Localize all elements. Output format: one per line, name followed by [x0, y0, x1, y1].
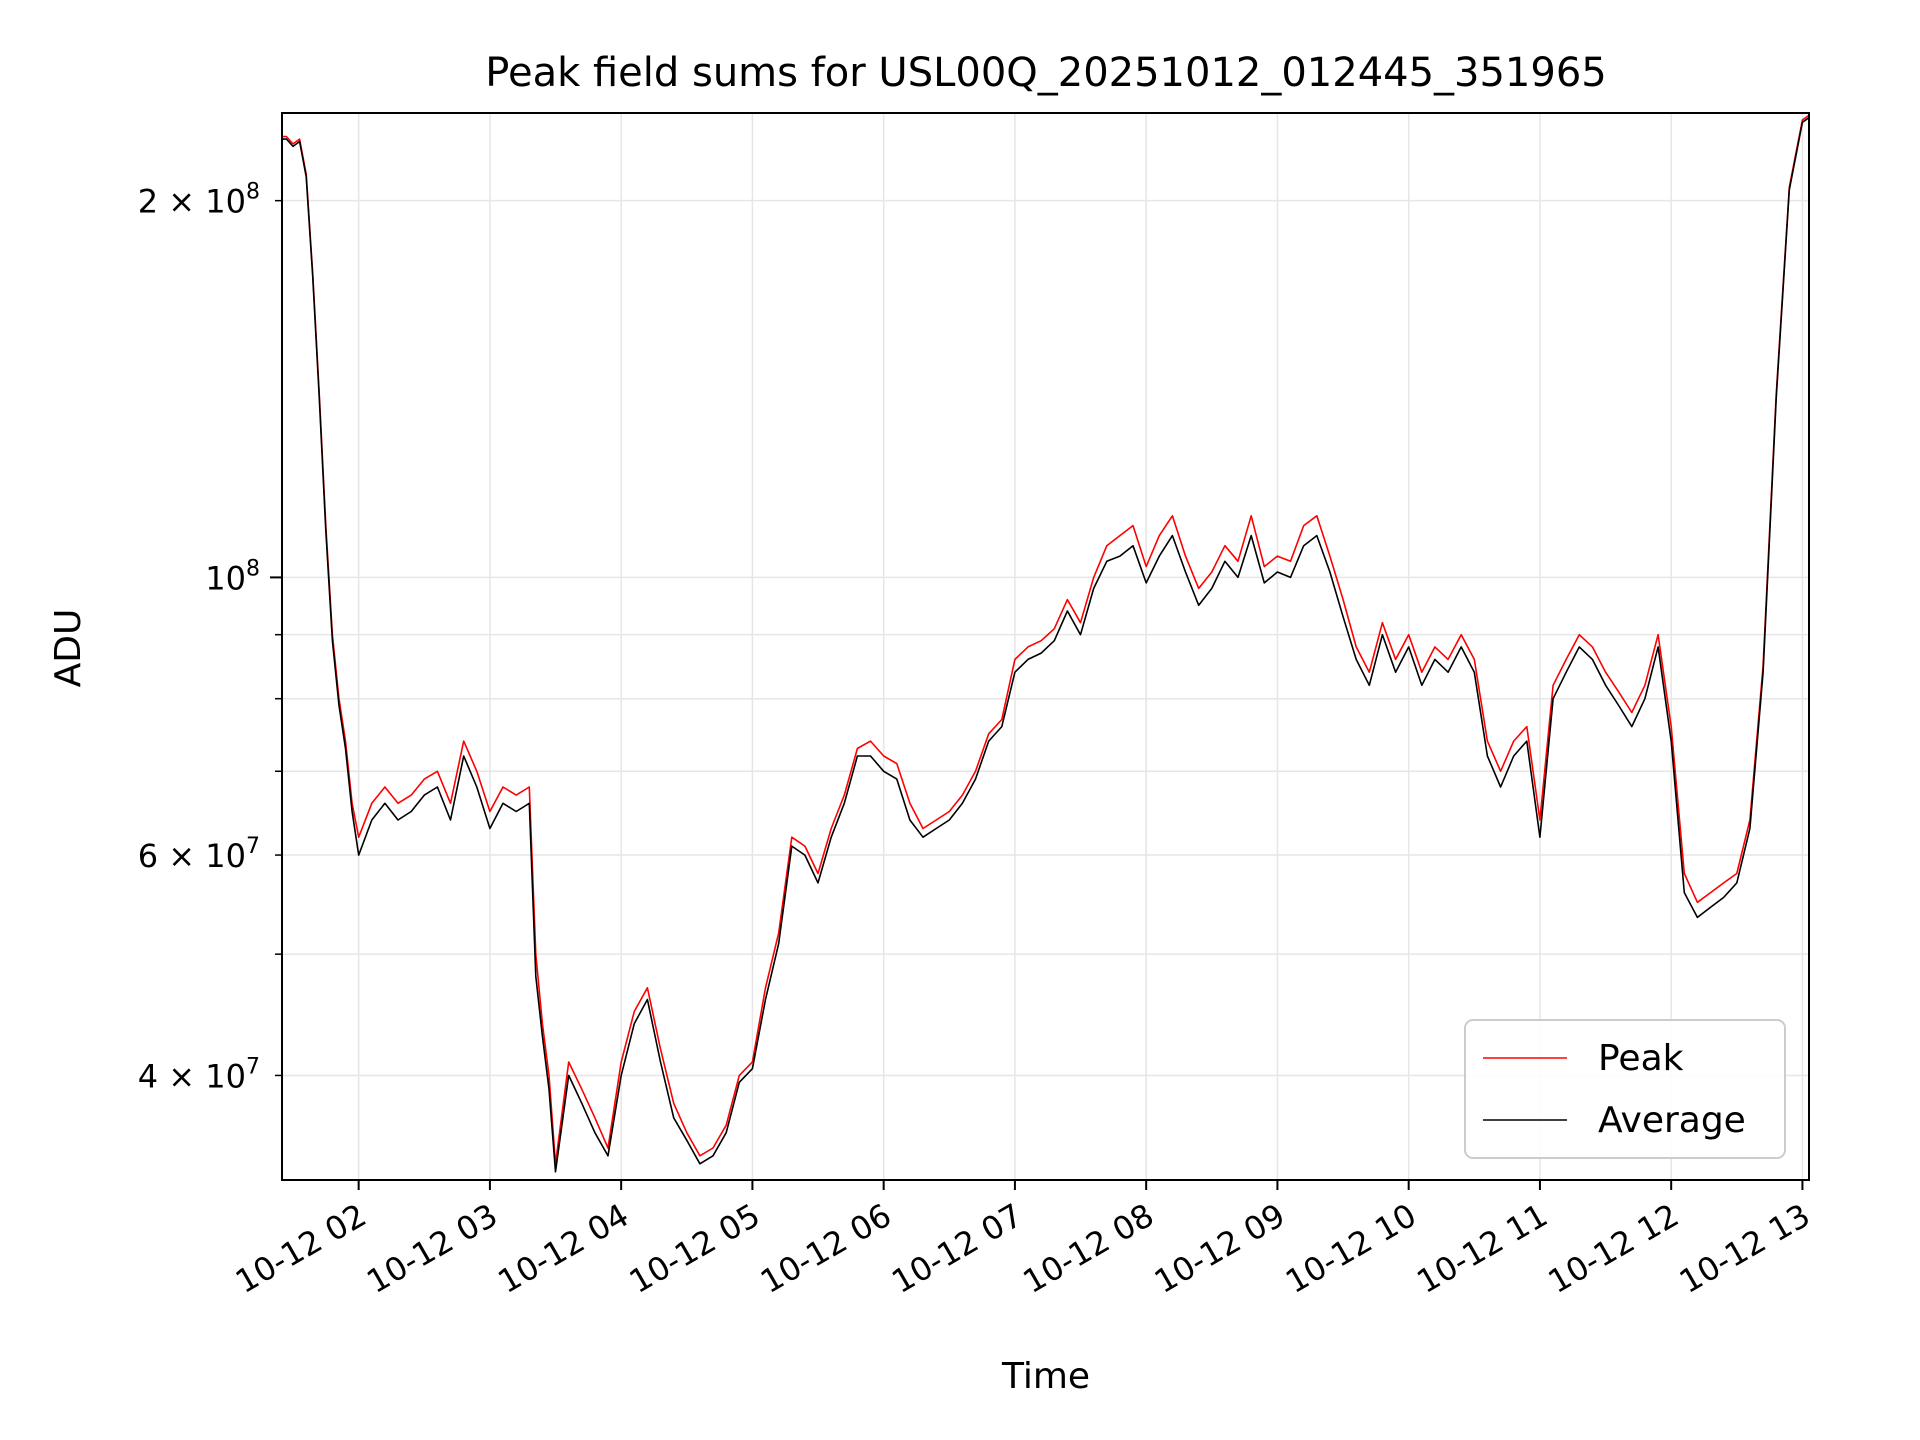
series-line-average [282, 116, 1810, 1173]
grid-lines [282, 113, 1809, 1180]
x-tick-label: 10-12 05 [623, 1196, 767, 1301]
x-tick-label: 10-12 04 [492, 1196, 636, 1301]
y-tick-label: 6 × 107 [138, 834, 260, 875]
x-tick-label: 10-12 07 [885, 1196, 1029, 1301]
legend: Peak Average [1464, 1019, 1786, 1159]
chart-title: Peak field sums for USL00Q_20251012_0124… [485, 50, 1606, 96]
legend-peak-label: Peak [1598, 1038, 1684, 1079]
y-tick-label: 4 × 107 [138, 1054, 260, 1095]
x-tick-label: 10-12 08 [1017, 1196, 1161, 1301]
x-tick-label: 10-12 13 [1673, 1196, 1817, 1301]
series-lines [282, 114, 1810, 1173]
y-tick-label: 108 [205, 556, 260, 597]
x-tick-label: 10-12 09 [1148, 1196, 1292, 1301]
x-tick-label: 10-12 12 [1542, 1196, 1686, 1301]
legend-average-label: Average [1598, 1100, 1746, 1141]
x-tick-label: 10-12 03 [360, 1196, 504, 1301]
legend-box [1464, 1019, 1786, 1159]
x-tick-label: 10-12 06 [754, 1196, 898, 1301]
y-axis-label: ADU [48, 609, 89, 688]
plot-frame [281, 112, 1810, 1181]
x-tick-label: 10-12 11 [1410, 1196, 1554, 1301]
x-tick-label: 10-12 10 [1279, 1196, 1423, 1301]
y-tick-label: 2 × 108 [138, 180, 260, 221]
x-tick-label: 10-12 02 [229, 1196, 373, 1301]
x-axis-label: Time [1001, 1356, 1090, 1397]
series-line-peak [282, 114, 1810, 1165]
